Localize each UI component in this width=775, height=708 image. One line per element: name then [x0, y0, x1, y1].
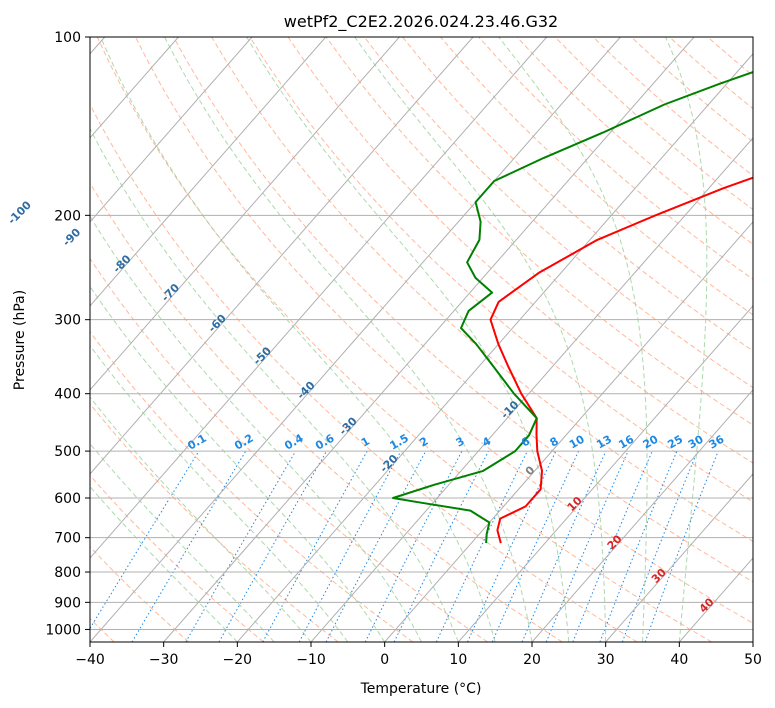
mixing-ratio-line: [545, 450, 629, 642]
moist-adiabat-line: [498, 37, 648, 642]
dry-adiabat-line: [211, 37, 753, 542]
isotherm-gridline: [457, 305, 753, 642]
mixing-ratio-line: [621, 450, 698, 642]
moist-adiabat-line: [665, 37, 708, 642]
isotherm-gridline: [90, 37, 327, 307]
x-tick-label: 10: [449, 652, 467, 668]
moist-adiabat-line: [90, 485, 238, 642]
axes: −40 −30 −20 −10 0 10 20 30 40 50 100 200 300 400 500 60…: [45, 30, 762, 668]
moist-adiabat-line: [90, 285, 386, 642]
moist-adiabat-line: [90, 215, 422, 642]
isotherm-gridline: [90, 37, 400, 391]
isotherm-gridline: [90, 37, 474, 475]
y-tick-label: 700: [54, 531, 81, 547]
mixing-ratio-line: [262, 450, 368, 642]
isotherm-gridline: [384, 221, 753, 642]
isotherm-gridline: [236, 53, 753, 642]
isotherm-gridline: [90, 37, 621, 642]
mixing-ratio-line: [218, 450, 328, 642]
y-tick-label: 600: [54, 491, 81, 507]
mixing-ratio-line: [599, 450, 678, 642]
isotherm-gridline: [163, 37, 695, 642]
moist-adiabat-line: [90, 442, 275, 642]
y-tick-label: 900: [54, 595, 81, 611]
chart-title: wetPf2_C2E2.2026.024.23.46.G32: [284, 12, 558, 32]
mixing-ratio-line: [644, 450, 719, 642]
dry-adiabat-line: [90, 402, 339, 642]
mixing-ratio-line: [90, 450, 200, 630]
y-tick-label: 300: [54, 313, 81, 329]
isotherm-gridline: [310, 137, 753, 642]
dry-adiabat-line: [173, 37, 753, 583]
dewpoint-profile-line: [392, 70, 753, 544]
dry-adiabat-line: [249, 37, 753, 503]
plot-frame: [89, 36, 754, 643]
moist-adiabat-line: [354, 37, 607, 642]
x-tick-label: 0: [380, 652, 389, 668]
x-tick-label: 30: [597, 652, 615, 668]
moist-adiabat-line: [164, 37, 533, 642]
dry-adiabat-line: [90, 474, 264, 642]
x-axis-label: Temperature (°C): [360, 681, 482, 697]
moist-adiabat-line: [90, 396, 312, 642]
series-layer: [392, 70, 753, 544]
x-tick-label: 40: [670, 652, 688, 668]
y-tick-label: 200: [54, 208, 81, 224]
isotherm-gridline: [531, 389, 753, 642]
dry-adiabat-line: [287, 37, 753, 464]
moist-adiabat-line: [246, 37, 570, 642]
mixing-ratio-line: [364, 450, 463, 642]
dry-adiabat-line: [440, 37, 753, 316]
isotherm-gridline: [605, 473, 753, 642]
x-tick-label: 50: [744, 652, 762, 668]
dry-adiabat-line: [90, 182, 563, 642]
mixing-ratio-line: [298, 450, 402, 642]
x-tick-label: −20: [223, 652, 253, 668]
dry-adiabat-line: [402, 37, 753, 352]
y-axis-label: Pressure (hPa): [12, 290, 28, 390]
x-tick-label: 20: [523, 652, 541, 668]
mixing-ratio-line: [393, 450, 489, 642]
isotherm-gridline: [90, 37, 253, 223]
mixing-ratio-line: [521, 450, 607, 642]
y-tick-label: 800: [54, 565, 81, 581]
isotherm-gridline: [90, 37, 548, 559]
x-tick-label: −30: [149, 652, 179, 668]
mixing-ratio-line: [572, 450, 653, 642]
x-tick-label: −40: [75, 652, 105, 668]
moist-adiabat-line: [90, 127, 459, 642]
dry-adiabat-line: [96, 37, 712, 642]
x-tick-label: −10: [296, 652, 326, 668]
temperature-profile-line: [489, 176, 753, 544]
y-tick-label: 400: [54, 387, 81, 403]
dry-adiabat-line: [90, 257, 488, 642]
y-tick-label: 500: [54, 444, 81, 460]
y-tick-label: 100: [54, 30, 81, 46]
dry-adiabat-line: [325, 37, 753, 426]
y-tick-label: 1000: [45, 622, 81, 638]
